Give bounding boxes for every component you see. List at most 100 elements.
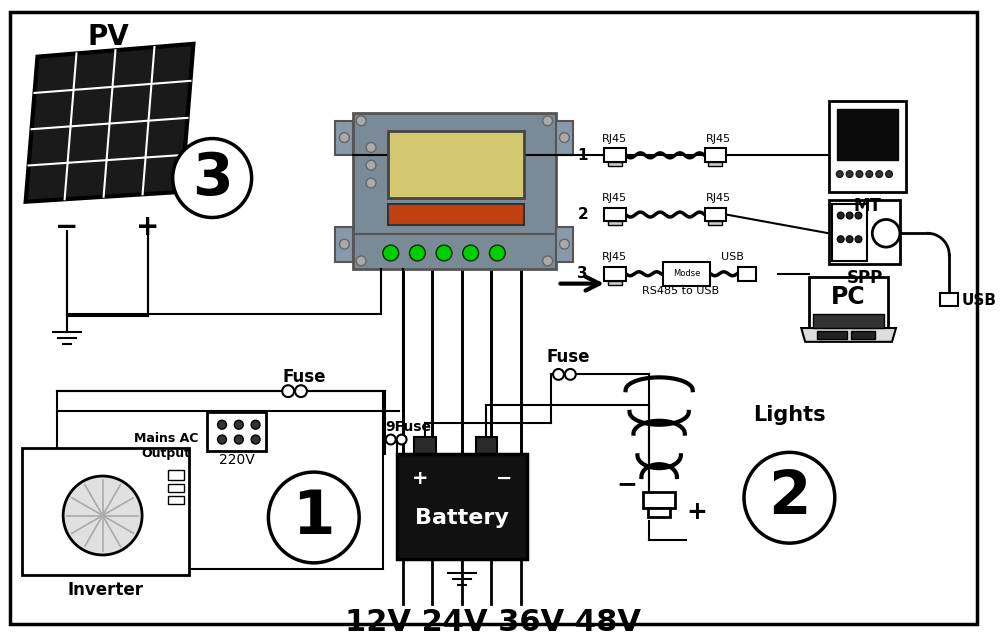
Circle shape — [837, 236, 844, 243]
Text: 1: 1 — [578, 148, 588, 163]
Bar — [556, 121, 573, 155]
Text: −: − — [55, 213, 79, 241]
Polygon shape — [801, 328, 896, 342]
Text: Lights: Lights — [753, 405, 826, 425]
Bar — [397, 455, 527, 559]
Bar — [813, 314, 884, 328]
Circle shape — [63, 476, 142, 555]
Text: +          −: + − — [412, 469, 512, 487]
Circle shape — [436, 245, 452, 261]
Text: Fuse: Fuse — [547, 347, 590, 366]
Text: +: + — [136, 213, 160, 241]
Bar — [353, 113, 556, 269]
Bar — [940, 293, 958, 306]
Bar — [388, 131, 524, 198]
Text: 3: 3 — [577, 266, 588, 281]
Circle shape — [866, 171, 873, 178]
Circle shape — [356, 256, 366, 266]
Circle shape — [837, 212, 844, 219]
Circle shape — [234, 421, 243, 429]
Circle shape — [386, 435, 396, 444]
Circle shape — [543, 256, 553, 266]
Text: 12V 24V 36V 48V: 12V 24V 36V 48V — [345, 607, 641, 637]
Circle shape — [218, 421, 226, 429]
Text: SPP: SPP — [846, 269, 883, 287]
Circle shape — [559, 239, 569, 249]
Text: Inverter: Inverter — [68, 582, 144, 600]
Text: Fuse: Fuse — [282, 369, 326, 386]
Bar — [809, 277, 888, 328]
Circle shape — [559, 133, 569, 143]
Circle shape — [489, 245, 505, 261]
Circle shape — [366, 160, 376, 170]
Text: 220V: 220V — [219, 453, 255, 467]
Circle shape — [836, 171, 843, 178]
Text: −: − — [616, 472, 637, 496]
Bar — [648, 508, 670, 517]
Circle shape — [366, 178, 376, 188]
Text: RJ45: RJ45 — [602, 193, 627, 203]
Text: Modse: Modse — [673, 269, 700, 278]
Bar — [57, 391, 383, 569]
Bar — [207, 412, 266, 451]
Bar — [705, 148, 726, 162]
Circle shape — [410, 245, 425, 261]
Text: RJ45: RJ45 — [602, 134, 627, 144]
Text: PV: PV — [88, 23, 129, 51]
Circle shape — [366, 143, 376, 152]
Bar — [837, 109, 898, 160]
Text: 2: 2 — [768, 468, 811, 527]
Circle shape — [251, 435, 260, 444]
Circle shape — [872, 220, 900, 247]
Circle shape — [268, 472, 359, 563]
Circle shape — [855, 236, 862, 243]
Bar — [608, 162, 622, 166]
Text: 1: 1 — [293, 488, 335, 547]
Text: PC: PC — [831, 286, 866, 309]
Bar — [168, 484, 184, 492]
Circle shape — [218, 435, 226, 444]
Circle shape — [339, 133, 349, 143]
Circle shape — [282, 385, 294, 397]
Circle shape — [846, 171, 853, 178]
Text: 3: 3 — [192, 150, 232, 207]
Bar — [168, 496, 184, 504]
Bar — [604, 207, 626, 221]
Circle shape — [855, 212, 862, 219]
Polygon shape — [26, 44, 193, 202]
Text: USB: USB — [962, 293, 997, 308]
Bar — [832, 204, 867, 261]
Bar — [476, 437, 497, 455]
Bar — [604, 267, 626, 281]
Bar — [22, 448, 189, 575]
Bar — [663, 262, 710, 286]
Circle shape — [356, 116, 366, 126]
Bar — [829, 101, 906, 192]
Bar — [738, 267, 756, 281]
Text: Battery: Battery — [415, 508, 509, 528]
Bar — [817, 331, 847, 339]
Bar — [335, 227, 353, 262]
Circle shape — [856, 171, 863, 178]
Circle shape — [383, 245, 399, 261]
Bar — [608, 221, 622, 225]
Circle shape — [886, 171, 893, 178]
Bar — [829, 200, 900, 264]
Bar — [604, 148, 626, 162]
Text: 9Fuse: 9Fuse — [385, 420, 431, 434]
Text: 2: 2 — [577, 207, 588, 222]
Text: RJ45: RJ45 — [602, 252, 627, 262]
Bar — [851, 331, 875, 339]
Circle shape — [397, 435, 407, 444]
Text: MT: MT — [853, 196, 881, 214]
Circle shape — [234, 435, 243, 444]
Bar — [705, 207, 726, 221]
Text: RS485 to USB: RS485 to USB — [642, 286, 719, 295]
Bar — [168, 470, 184, 480]
Bar — [335, 121, 353, 155]
Circle shape — [846, 212, 853, 219]
Circle shape — [295, 385, 307, 397]
Circle shape — [339, 239, 349, 249]
Text: USB: USB — [721, 252, 744, 262]
Text: Mains AC
Output: Mains AC Output — [134, 433, 198, 460]
